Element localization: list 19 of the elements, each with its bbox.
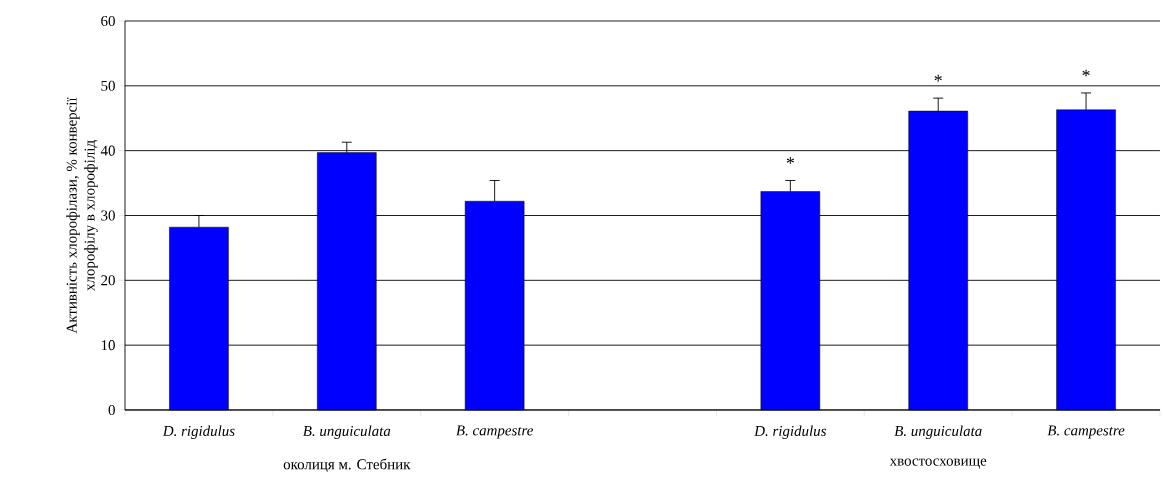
y-tick-label: 20 bbox=[101, 275, 115, 286]
y-tick-label: 60 bbox=[101, 15, 115, 27]
x-tick-label: B. unguiculata bbox=[894, 425, 982, 440]
y-tick-label: 50 bbox=[101, 80, 115, 91]
y-tick-label: 30 bbox=[101, 210, 115, 221]
x-tick-label: B. unguiculata bbox=[302, 425, 391, 440]
x-tick-label: D. rigidulus bbox=[754, 425, 827, 440]
text: хвостосховище bbox=[889, 458, 987, 469]
annotation: * bbox=[1082, 69, 1090, 77]
y-axis-title: Активність хлорофілази, % конверсії хлорофілу в хлорофілід bbox=[66, 97, 98, 334]
y-tick-label: 40 bbox=[100, 145, 115, 156]
x-tick-label: D. rigidulus bbox=[162, 425, 235, 440]
annotation: * bbox=[786, 157, 794, 164]
text: околиця м. Стебник bbox=[283, 458, 411, 473]
x-tick-label: B. campestre bbox=[1047, 425, 1125, 439]
y-tick-label: 10 bbox=[101, 340, 115, 351]
y-tick-label: 0 bbox=[108, 404, 115, 416]
x-tick-label: B. campestre bbox=[456, 425, 534, 439]
annotation: * bbox=[934, 74, 942, 82]
